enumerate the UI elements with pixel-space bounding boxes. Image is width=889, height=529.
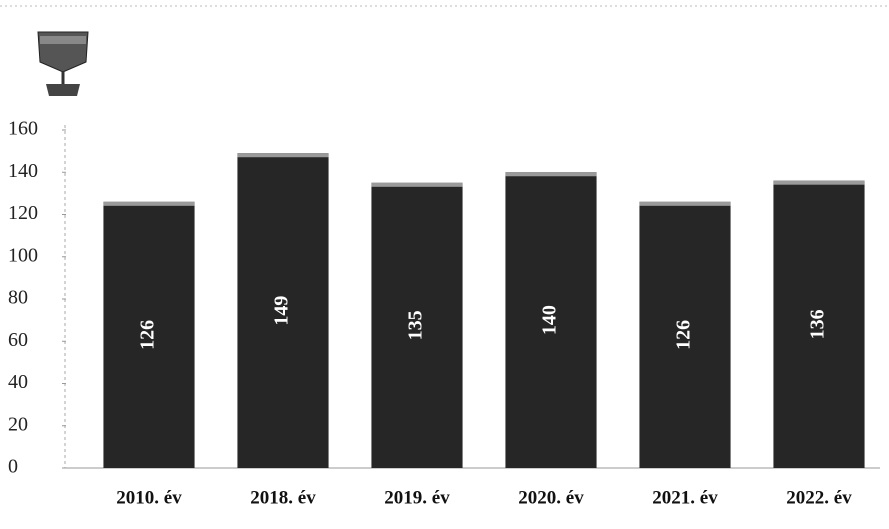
value-label: 126 <box>673 320 695 350</box>
y-tick-label: 40 <box>8 371 28 393</box>
y-tick-label: 60 <box>8 329 28 351</box>
value-label: 149 <box>271 296 293 326</box>
x-tick-label: 2018. év <box>250 487 316 508</box>
bar <box>773 180 865 468</box>
y-tick-label: 120 <box>8 202 38 224</box>
x-tick-label: 2022. év <box>786 487 852 508</box>
y-tick-label: 100 <box>8 244 38 266</box>
y-tick-label: 20 <box>8 413 28 435</box>
bar-highlight <box>639 201 731 206</box>
bar <box>505 172 597 468</box>
bar-highlight <box>371 182 463 187</box>
bar <box>103 201 195 468</box>
y-tick-label: 140 <box>8 160 38 182</box>
bar-highlight <box>505 172 597 177</box>
bar <box>371 182 463 468</box>
y-tick-label: 80 <box>8 287 28 309</box>
logo <box>37 31 89 96</box>
value-label: 135 <box>405 310 427 340</box>
bar-highlight <box>237 153 329 158</box>
bar <box>237 153 329 469</box>
bar-highlight <box>103 201 195 206</box>
x-tick-label: 2020. év <box>518 487 584 508</box>
y-tick-label: 160 <box>8 118 38 140</box>
y-tick-label: 0 <box>8 456 18 478</box>
x-tick-label: 2021. év <box>652 487 718 508</box>
bar <box>639 201 731 468</box>
value-label: 140 <box>539 305 561 335</box>
x-tick-label: 2010. év <box>116 487 182 508</box>
bar-highlight <box>773 180 865 185</box>
x-tick-label: 2019. év <box>384 487 450 508</box>
value-label: 126 <box>137 320 159 350</box>
value-label: 136 <box>807 309 829 339</box>
